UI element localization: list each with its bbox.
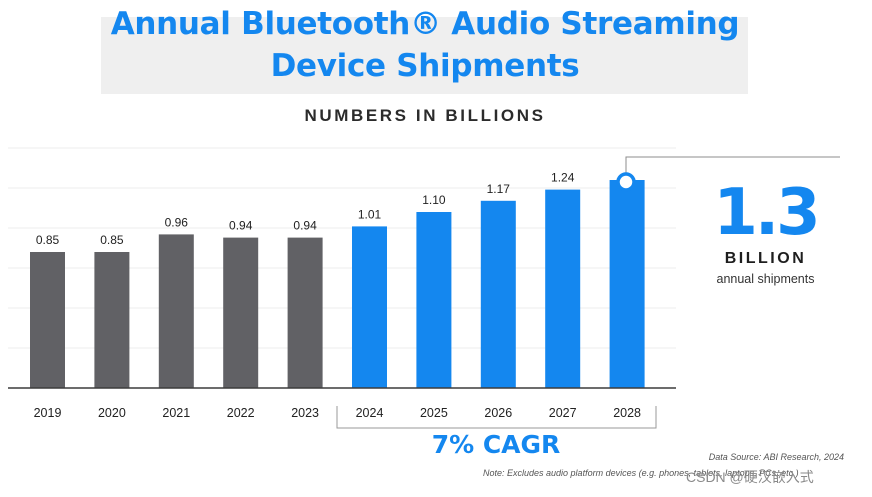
bars (30, 180, 645, 388)
cagr-bracket (336, 406, 657, 429)
data-label-2026: 1.17 (487, 182, 511, 196)
data-source: Data Source: ABI Research, 2024 (708, 452, 844, 462)
tick-label-2023: 2023 (291, 406, 319, 420)
data-label-2025: 1.10 (422, 193, 446, 207)
chart-title: Annual Bluetooth® Audio Streaming Device… (0, 3, 850, 87)
tick-label-2025: 2025 (420, 406, 448, 420)
bar-2025 (416, 212, 452, 388)
bar-2026 (480, 200, 516, 388)
title-background (101, 17, 748, 94)
callout-marker (616, 172, 636, 192)
callout-unit: BILLION (724, 250, 807, 267)
data-label-2027: 1.24 (551, 171, 575, 185)
callout-value: 1.3 (713, 176, 820, 250)
bar-2027 (545, 189, 581, 388)
tick-label-2019: 2019 (34, 406, 62, 420)
callout-caption: annual shipments (716, 272, 815, 286)
data-label-2020: 0.85 (100, 233, 124, 247)
data-label-2023: 0.94 (293, 219, 317, 233)
data-label-2021: 0.96 (165, 215, 189, 229)
chart-title-line2: Device Shipments (270, 48, 580, 84)
cagr-label: 7% CAGR (431, 430, 561, 459)
data-label-2024: 1.01 (358, 207, 382, 221)
tick-label-2028: 2028 (613, 406, 641, 420)
bar-2023 (287, 237, 323, 388)
bar-2020 (94, 252, 130, 388)
bar-2021 (158, 234, 194, 388)
bar-2019 (30, 252, 65, 388)
tick-label-2022: 2022 (227, 406, 255, 420)
chart-subtitle: NUMBERS IN BILLIONS (304, 106, 546, 125)
x-tick-labels: 2019 2020 2021 2022 2023 2024 2025 2026 2027 2028 (34, 406, 641, 420)
tick-label-2020: 2020 (98, 406, 126, 420)
bar-2024 (352, 226, 387, 388)
chart-title-line1: Annual Bluetooth® Audio Streaming (110, 6, 740, 42)
data-label-2022: 0.94 (229, 219, 253, 233)
bar-2022 (223, 237, 259, 388)
data-label-2019: 0.85 (36, 233, 60, 247)
tick-label-2024: 2024 (356, 406, 384, 420)
tick-label-2021: 2021 (162, 406, 190, 420)
tick-label-2026: 2026 (484, 406, 512, 420)
tick-label-2027: 2027 (549, 406, 577, 420)
bar-2028 (609, 180, 645, 388)
footnote: Note: Excludes audio platform devices (e… (483, 468, 799, 478)
data-labels: 0.85 0.85 0.96 0.94 0.94 1.01 1.10 1.17 1.24 (36, 171, 575, 247)
watermark: CSDN @硬汉嵌入式 (686, 469, 814, 485)
